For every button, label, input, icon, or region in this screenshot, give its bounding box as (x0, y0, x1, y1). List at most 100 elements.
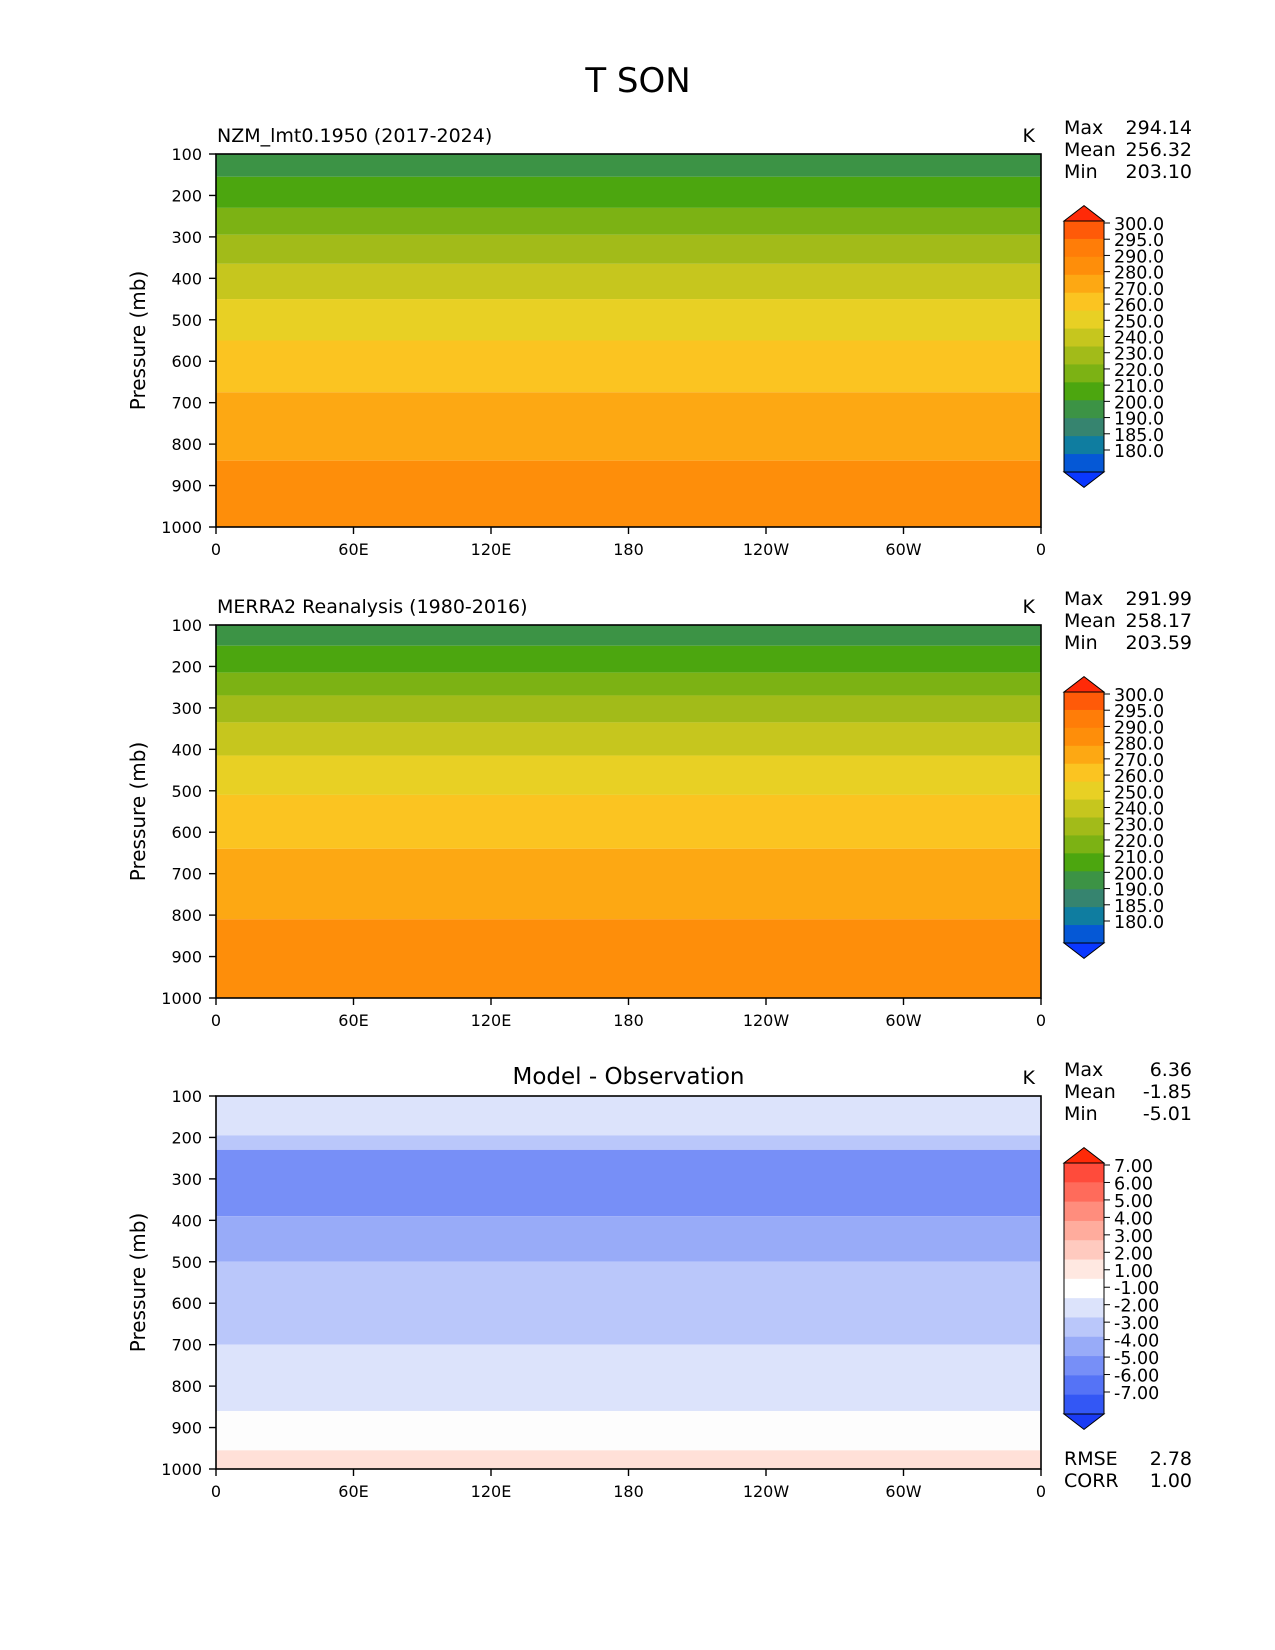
x-tick-label: 60W (885, 540, 921, 559)
stat-label: Max (1064, 1059, 1103, 1081)
colorbar-cap-top (1062, 675, 1106, 693)
stat-label: Max (1064, 588, 1103, 610)
metric-label: CORR (1064, 1470, 1119, 1492)
colorbar-segment (1064, 1182, 1104, 1203)
contour-band (216, 299, 1041, 341)
x-tick-label: 60E (338, 1011, 368, 1030)
colorbar-label: 6.00 (1114, 1174, 1153, 1194)
contour-band (216, 755, 1041, 795)
colorbar-label: -5.00 (1114, 1349, 1159, 1369)
contour-band (216, 625, 1041, 646)
figure-title: T SON (584, 61, 690, 101)
y-tick-label: 100 (171, 616, 202, 635)
stat-value: -5.01 (1143, 1103, 1192, 1125)
colorbar-label: -7.00 (1114, 1384, 1159, 1404)
colorbar-segment (1064, 1336, 1104, 1357)
contour-band (216, 794, 1041, 849)
y-tick-label: 900 (171, 477, 202, 496)
panel-title: Model - Observation (512, 1064, 744, 1090)
panel-title: MERRA2 Reanalysis (1980-2016) (217, 596, 528, 618)
colorbar-segment (1064, 292, 1104, 312)
contour-field (216, 154, 1041, 527)
y-tick-label: 800 (171, 435, 202, 454)
panel-title: NZM_lmt0.1950 (2017-2024) (217, 125, 492, 147)
y-tick-label: 300 (171, 1170, 202, 1189)
y-tick-label: 500 (171, 311, 202, 330)
stat-value: 6.36 (1150, 1059, 1192, 1081)
colorbar: 7.006.005.004.003.002.001.00-1.00-2.00-3… (1062, 1146, 1159, 1431)
colorbar-segment (1064, 853, 1104, 872)
x-tick-label: 180 (613, 540, 644, 559)
colorbar-segment (1064, 1240, 1104, 1261)
y-axis-label: Pressure (mb) (126, 1213, 150, 1353)
colorbar-label: 250.0 (1114, 783, 1164, 803)
contour-band (216, 234, 1041, 264)
colorbar-segment (1064, 1278, 1104, 1299)
units-label: K (1023, 596, 1036, 618)
colorbar-segment (1064, 256, 1104, 276)
colorbar-segment (1064, 364, 1104, 383)
stat-label: Min (1064, 632, 1098, 654)
y-tick-label: 200 (171, 1128, 202, 1147)
colorbar-label: -2.00 (1114, 1297, 1159, 1317)
stat-label: Min (1064, 161, 1098, 183)
y-tick-label: 400 (171, 269, 202, 288)
x-tick-label: 120W (743, 1011, 790, 1030)
colorbar-segment (1064, 907, 1104, 926)
colorbar-segment (1064, 328, 1104, 347)
colorbar-label: -6.00 (1114, 1367, 1159, 1387)
colorbar-label: 180.0 (1114, 442, 1164, 462)
colorbar-label: 230.0 (1114, 816, 1164, 836)
stat-value: 294.14 (1126, 117, 1192, 139)
contour-band (216, 1261, 1041, 1345)
metric-value: 2.78 (1150, 1448, 1192, 1470)
colorbar-label: 250.0 (1114, 312, 1164, 332)
contour-field (216, 1096, 1041, 1469)
colorbar-segment (1064, 1394, 1104, 1415)
y-tick-label: 300 (171, 699, 202, 718)
y-tick-label: 300 (171, 228, 202, 247)
colorbar-segment (1064, 418, 1104, 437)
y-tick-label: 900 (171, 1419, 202, 1438)
colorbar-label: 5.00 (1114, 1192, 1153, 1212)
colorbar-segment (1064, 1201, 1104, 1222)
colorbar-label: 200.0 (1114, 393, 1164, 413)
contour-band (216, 1096, 1041, 1136)
colorbar-label: 190.0 (1114, 881, 1164, 901)
stat-label: Mean (1064, 139, 1116, 161)
contour-band (216, 919, 1041, 998)
y-tick-label: 600 (171, 823, 202, 842)
y-tick-label: 700 (171, 394, 202, 413)
colorbar-segment (1064, 238, 1104, 258)
colorbar-segment (1064, 1317, 1104, 1338)
colorbar-segment (1064, 1375, 1104, 1396)
colorbar-segment (1064, 781, 1104, 801)
colorbar-segment (1064, 709, 1104, 729)
contour-band (216, 672, 1041, 696)
colorbar-cap-top (1062, 204, 1106, 222)
units-label: K (1023, 125, 1036, 147)
y-tick-label: 500 (171, 782, 202, 801)
colorbar-frame (1063, 691, 1105, 944)
y-tick-label: 1000 (161, 1460, 202, 1479)
x-tick-label: 120E (471, 1011, 512, 1030)
colorbar-segment (1064, 763, 1104, 783)
colorbar: 300.0295.0290.0280.0270.0260.0250.0240.0… (1062, 204, 1164, 489)
x-tick-label: 0 (1036, 540, 1046, 559)
y-tick-label: 900 (171, 948, 202, 967)
contour-band (216, 1135, 1041, 1150)
colorbar-segment (1064, 221, 1104, 240)
colorbar-label: 280.0 (1114, 264, 1164, 284)
colorbar-label: 240.0 (1114, 329, 1164, 349)
units-label: K (1023, 1067, 1036, 1089)
colorbar-segment (1064, 1259, 1104, 1280)
colorbar-label: 295.0 (1114, 702, 1164, 722)
metric-value: 1.00 (1150, 1470, 1192, 1492)
x-tick-label: 0 (211, 1011, 221, 1030)
contour-band (216, 1410, 1041, 1451)
y-tick-label: 200 (171, 186, 202, 205)
y-tick-label: 100 (171, 1087, 202, 1106)
x-tick-label: 60E (338, 540, 368, 559)
colorbar-label: -3.00 (1114, 1314, 1159, 1334)
stat-value: 203.59 (1126, 632, 1192, 654)
